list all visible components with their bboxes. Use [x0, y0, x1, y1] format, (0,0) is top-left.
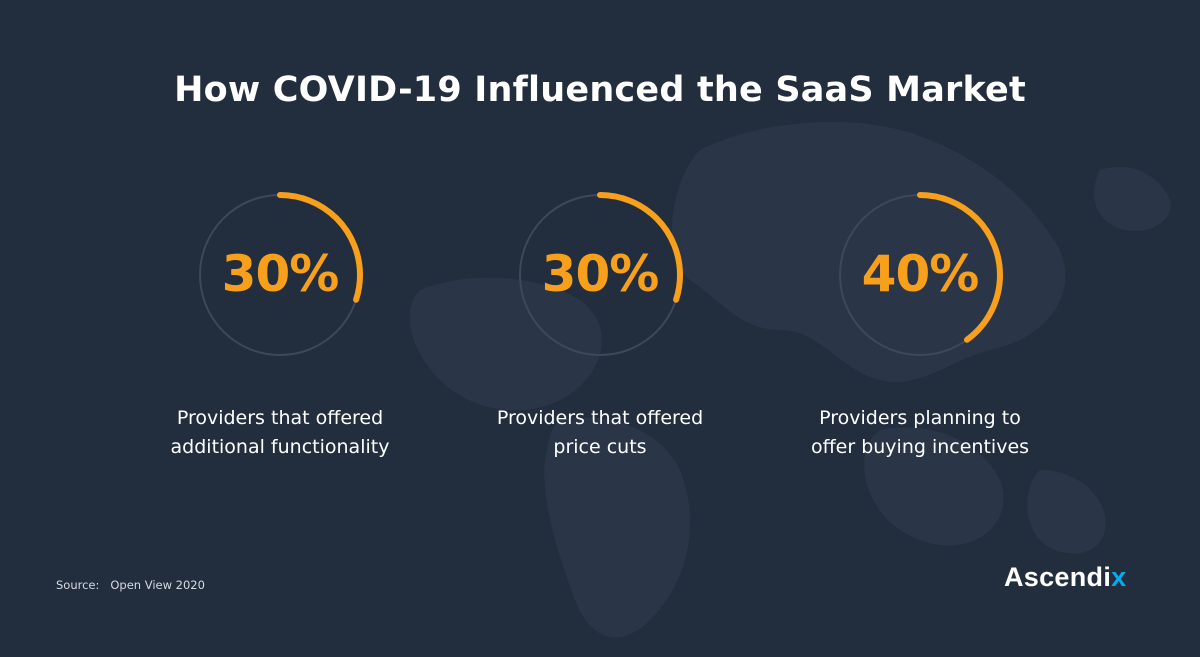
progress-ring-1 — [197, 192, 363, 358]
stat-item-1: 30% Providers that offered additional fu… — [120, 190, 440, 470]
stat-label-3-line1: Providers planning to — [819, 407, 1021, 429]
logo-accent: x — [1111, 562, 1127, 592]
ring-arc-2 — [517, 192, 683, 358]
ring-arc-1 — [197, 192, 363, 358]
stat-label-1-line1: Providers that offered — [176, 407, 384, 429]
stat-label-1: Providers that offered additional functi… — [120, 404, 440, 462]
stat-label-3: Providers planning to offer buying incen… — [760, 404, 1080, 462]
stat-label-2: Providers that offered price cuts — [440, 404, 760, 462]
progress-ring-2 — [517, 192, 683, 358]
logo-main: Ascendi — [1004, 562, 1112, 592]
source-note: Source: Open View 2020 — [56, 578, 205, 592]
stat-item-3: 40% Providers planning to offer buying i… — [760, 190, 1080, 470]
source-value: Open View 2020 — [110, 578, 205, 592]
chart-title: How COVID-19 Influenced the SaaS Market — [174, 70, 1026, 110]
stat-label-2-line2: price cuts — [553, 436, 647, 458]
stat-value-1: 30% — [221, 245, 340, 303]
stat-label-2-line1: Providers that offered — [496, 407, 704, 429]
progress-ring-3 — [837, 192, 1003, 358]
stat-value-3: 40% — [861, 245, 980, 303]
source-label: Source: — [56, 578, 100, 592]
ascendix-logo: Ascendix — [1004, 562, 1126, 593]
stat-item-2: 30% Providers that offered price cuts — [440, 190, 760, 470]
stat-value-2: 30% — [541, 245, 660, 303]
ring-arc-3 — [837, 192, 1003, 358]
stat-label-3-line2: offer buying incentives — [810, 436, 1030, 458]
stat-label-1-line2: additional functionality — [170, 436, 390, 458]
